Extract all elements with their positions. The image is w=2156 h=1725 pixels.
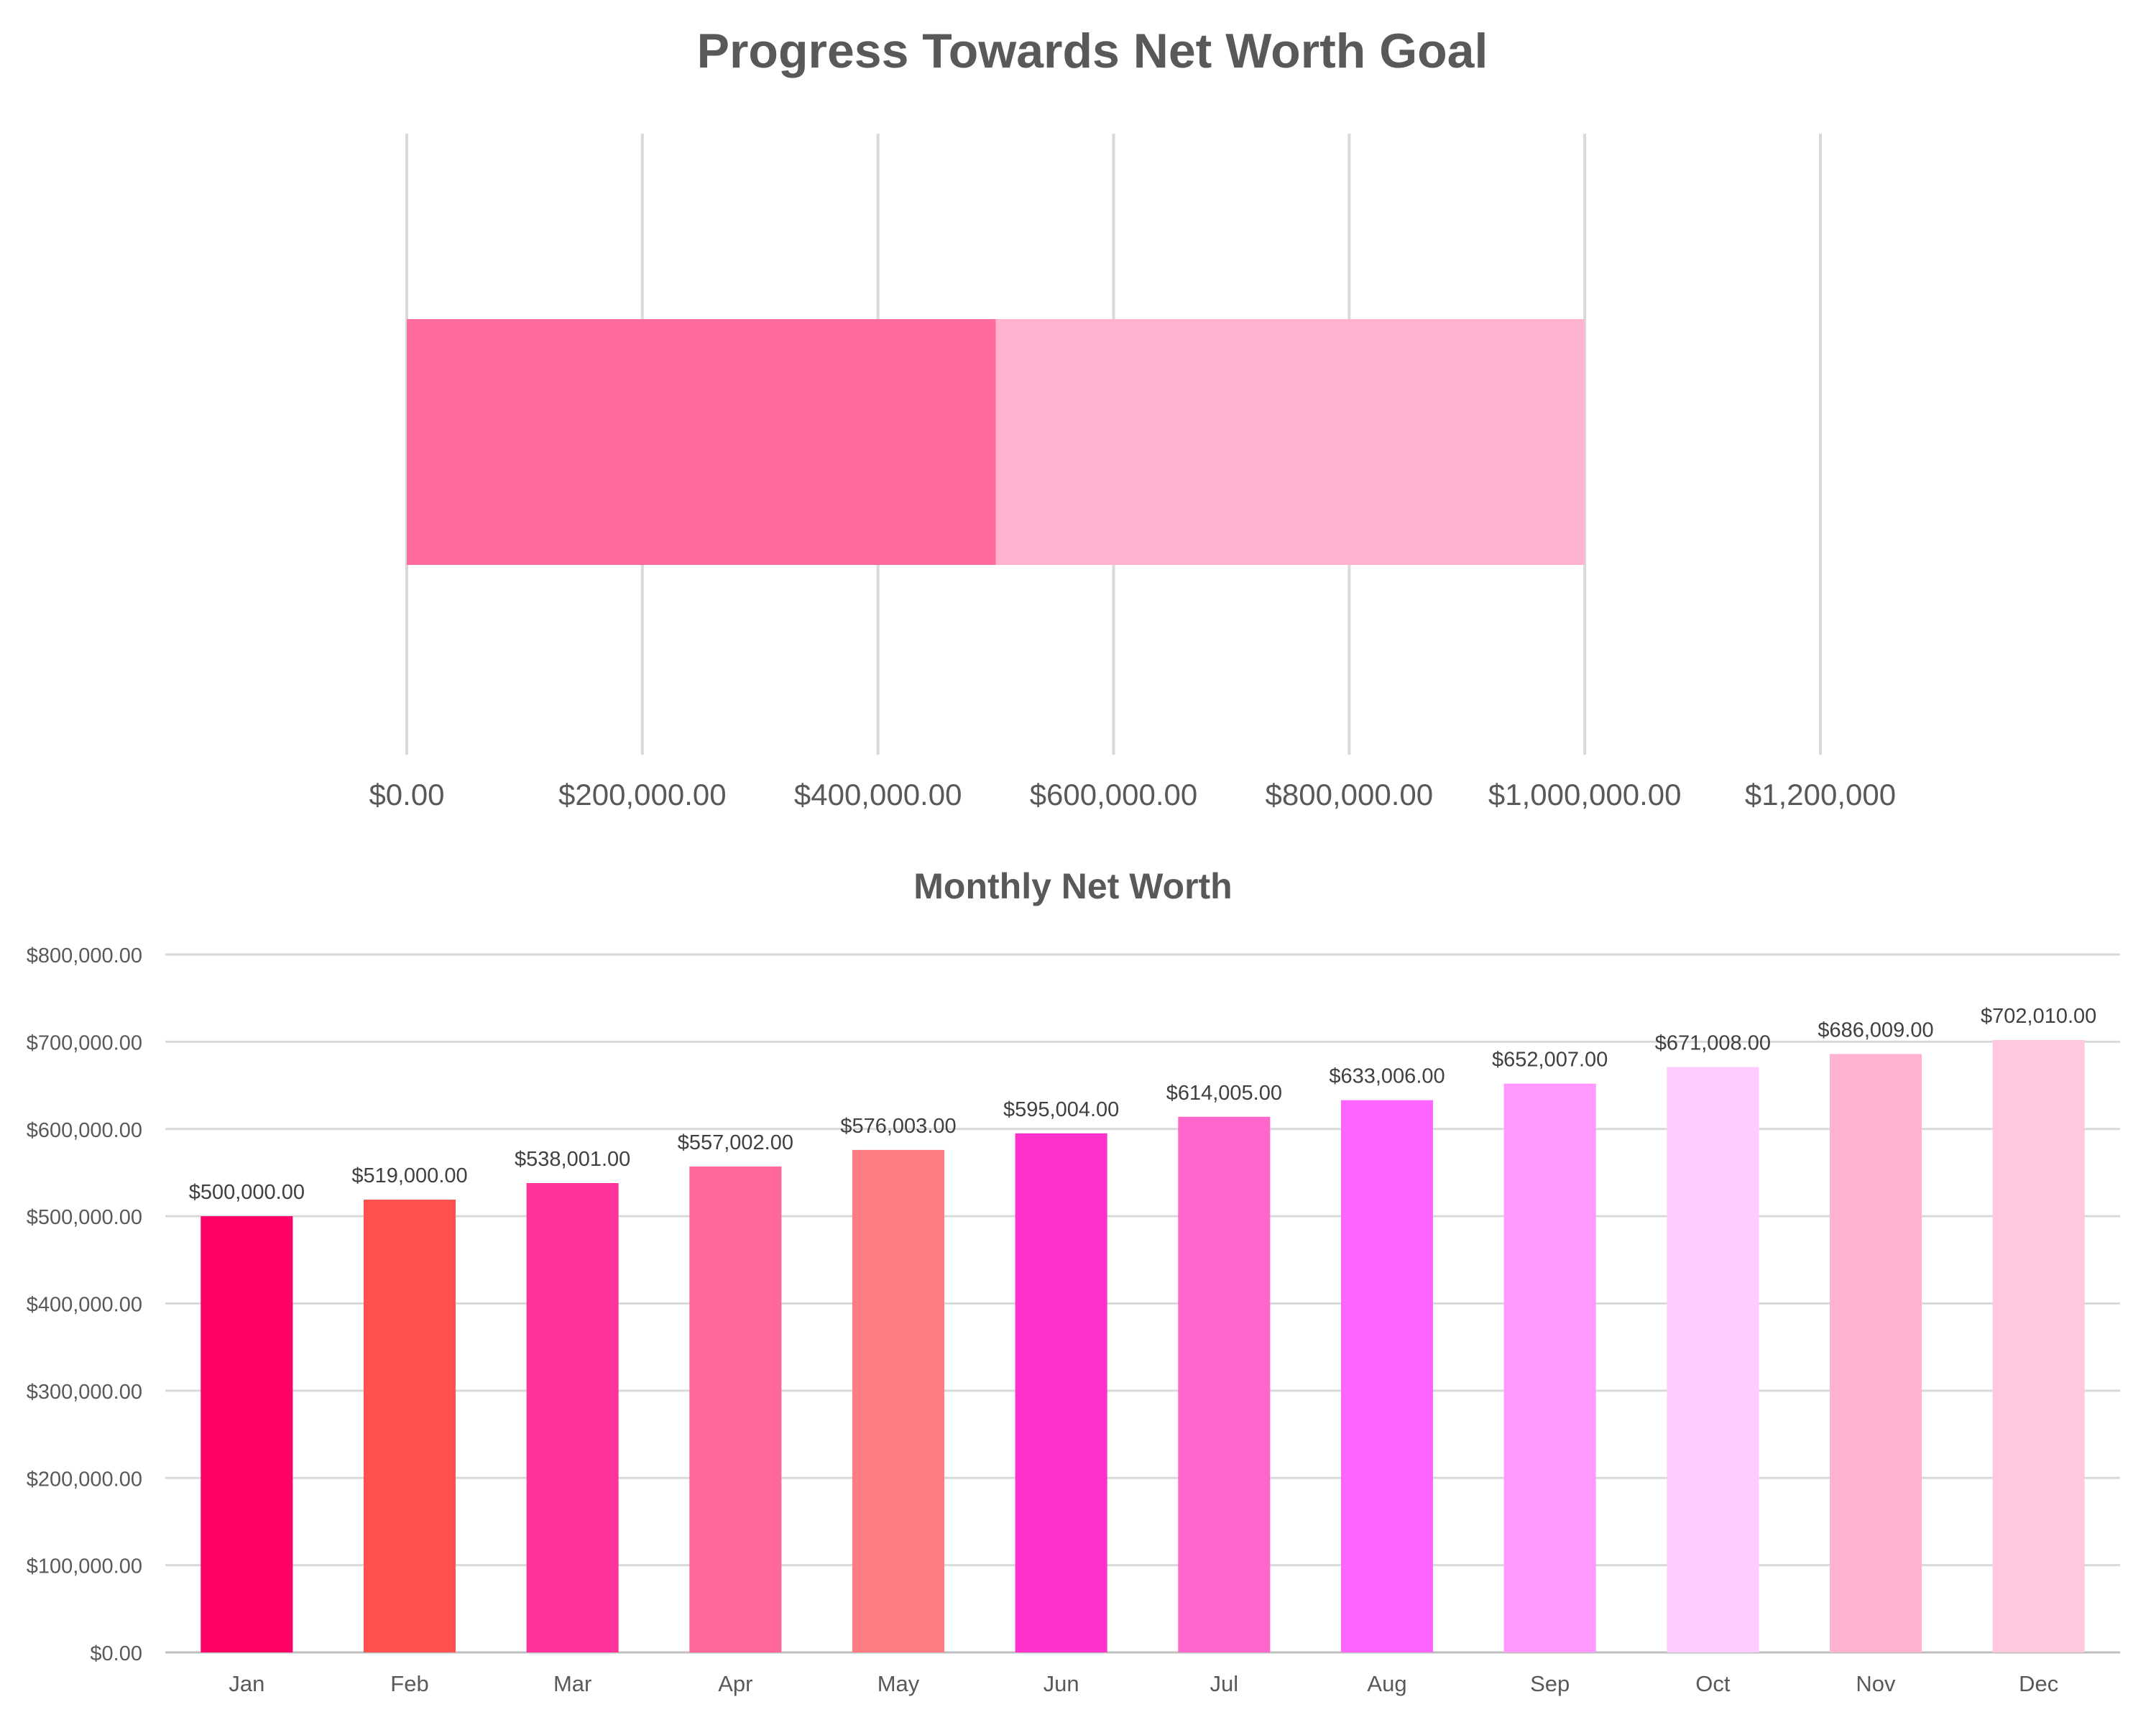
monthly-y-tick-label: $500,000.00: [27, 1206, 142, 1229]
monthly-y-axis-ticks: $0.00 $100,000.00 $200,000.00 $300,000.00 $4…: [27, 944, 142, 1665]
monthly-data-label: $500,000.00: [189, 1181, 305, 1204]
monthly-x-tick-label: Nov: [1856, 1671, 1896, 1696]
monthly-data-label: $595,004.00: [1003, 1098, 1119, 1121]
monthly-bar-jan: [201, 1216, 293, 1652]
monthly-data-label: $557,002.00: [678, 1131, 793, 1154]
progress-x-tick-label: $200,000.00: [558, 778, 727, 811]
monthly-y-tick-label: $0.00: [90, 1642, 142, 1665]
progress-x-tick-label: $800,000.00: [1266, 778, 1434, 811]
monthly-x-tick-label: Jun: [1044, 1671, 1079, 1696]
progress-chart: Progress Towards Net Worth Goal $0.00 $20…: [0, 0, 2156, 851]
monthly-y-tick-label: $800,000.00: [27, 944, 142, 967]
monthly-y-tick-label: $200,000.00: [27, 1468, 142, 1491]
monthly-bar-nov: [1829, 1054, 1922, 1652]
monthly-data-label: $686,009.00: [1818, 1018, 1933, 1041]
monthly-bar-aug: [1340, 1100, 1434, 1652]
monthly-bar-oct: [1667, 1067, 1759, 1652]
progress-x-tick-label: $600,000.00: [1030, 778, 1198, 811]
progress-achieved-bar: [407, 319, 996, 565]
monthly-bars: [201, 1039, 2085, 1652]
monthly-y-tick-label: $100,000.00: [27, 1555, 142, 1578]
monthly-bar-feb: [363, 1200, 456, 1652]
monthly-bar-sep: [1503, 1083, 1596, 1652]
progress-chart-svg: Progress Towards Net Worth Goal $0.00 $20…: [369, 24, 1896, 811]
monthly-bar-apr: [689, 1166, 782, 1652]
monthly-x-tick-label: Aug: [1367, 1671, 1406, 1696]
monthly-chart: Monthly Net Worth $0.00 $100,000.00 $200,0…: [0, 851, 2156, 1725]
monthly-data-label: $519,000.00: [351, 1164, 467, 1187]
monthly-x-axis-ticks: Jan Feb Mar Apr May Jun Jul Aug Sep Oct Nov Dec: [229, 1671, 2058, 1696]
progress-x-tick-label: $1,000,000.00: [1488, 778, 1682, 811]
progress-bars: [407, 319, 1585, 565]
monthly-x-tick-label: Apr: [718, 1671, 752, 1696]
progress-x-tick-label: $0.00: [369, 778, 444, 811]
monthly-bar-jun: [1015, 1133, 1107, 1652]
progress-x-tick-label: $1,200,000: [1745, 778, 1896, 811]
monthly-gridlines: [165, 953, 2120, 1654]
monthly-y-tick-label: $600,000.00: [27, 1119, 142, 1142]
monthly-chart-title: Monthly Net Worth: [913, 866, 1232, 906]
monthly-data-label: $652,007.00: [1492, 1049, 1608, 1072]
monthly-bar-dec: [1992, 1039, 2085, 1652]
monthly-y-tick-label: $700,000.00: [27, 1031, 142, 1054]
monthly-y-tick-label: $300,000.00: [27, 1381, 142, 1404]
monthly-data-label: $702,010.00: [1981, 1005, 2096, 1028]
monthly-bar-may: [852, 1149, 945, 1652]
progress-chart-title: Progress Towards Net Worth Goal: [697, 24, 1488, 78]
monthly-x-tick-label: Mar: [553, 1671, 591, 1696]
monthly-chart-svg: Monthly Net Worth $0.00 $100,000.00 $200,0…: [27, 866, 2120, 1696]
monthly-x-tick-label: Jul: [1210, 1671, 1239, 1696]
monthly-x-tick-label: Sep: [1530, 1671, 1570, 1696]
monthly-data-label: $671,008.00: [1655, 1032, 1771, 1055]
monthly-y-tick-label: $400,000.00: [27, 1294, 142, 1317]
monthly-x-tick-label: Feb: [390, 1671, 428, 1696]
monthly-x-tick-label: May: [877, 1671, 920, 1696]
progress-x-axis-ticks: $0.00 $200,000.00 $400,000.00 $600,000.00 $8…: [369, 778, 1896, 811]
progress-x-tick-label: $400,000.00: [794, 778, 962, 811]
monthly-data-label: $538,001.00: [515, 1148, 630, 1171]
monthly-data-labels: $500,000.00 $519,000.00 $538,001.00 $557,00…: [189, 1005, 2097, 1204]
monthly-data-label: $576,003.00: [840, 1115, 956, 1138]
monthly-bar-mar: [526, 1183, 619, 1652]
progress-remaining-bar: [995, 319, 1585, 565]
monthly-bar-jul: [1178, 1116, 1271, 1652]
monthly-x-tick-label: Jan: [229, 1671, 264, 1696]
monthly-data-label: $633,006.00: [1329, 1065, 1445, 1088]
monthly-x-tick-label: Oct: [1695, 1671, 1731, 1696]
monthly-x-tick-label: Dec: [2019, 1671, 2058, 1696]
monthly-data-label: $614,005.00: [1166, 1082, 1282, 1105]
